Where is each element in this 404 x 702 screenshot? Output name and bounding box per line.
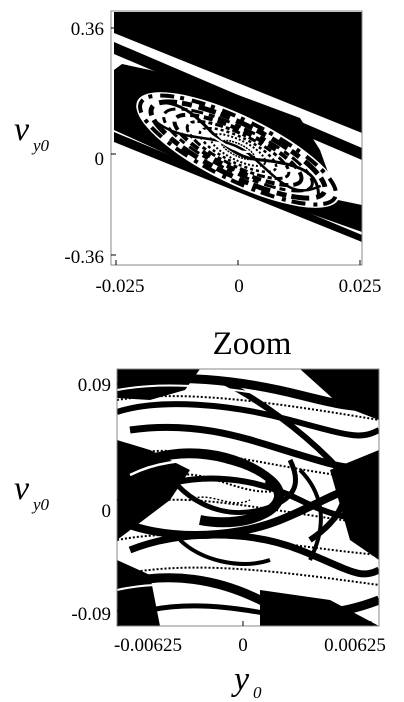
top-x-tick-label: 0.025 [339, 276, 382, 297]
bottom-x-axis-label-subscript: 0 [253, 683, 262, 702]
top-y-tick-label: -0.36 [64, 247, 104, 268]
top-tick-marks [111, 27, 361, 265]
top-x-tick-label: -0.025 [95, 276, 144, 297]
top-plot-frame [110, 10, 363, 266]
bottom-y-tick-label: -0.09 [71, 604, 111, 625]
top-x-tick-label: 0 [234, 276, 244, 297]
bottom-tick-marks [117, 383, 372, 626]
bottom-y-tick-label: 0 [102, 501, 112, 522]
bottom-panel: Zoom [14, 326, 386, 702]
zoom-title: Zoom [213, 326, 292, 362]
bottom-x-tick-label: 0.00625 [324, 635, 386, 656]
bottom-x-tick-label: -0.00625 [114, 635, 182, 656]
bottom-x-tick-label: 0 [238, 635, 248, 656]
top-panel: 0.36 0 -0.36 -0.025 0 0.025 v y0 [14, 10, 382, 297]
bottom-plot-frame [116, 368, 380, 627]
bottom-y-axis-label: v [14, 470, 30, 507]
top-y-tick-label: 0 [95, 149, 105, 170]
top-basin-map [111, 11, 362, 265]
top-chaotic-region [136, 92, 340, 208]
top-y-axis-label: v [14, 111, 30, 148]
top-y-axis-label-subscript: y0 [31, 136, 50, 155]
bottom-y-axis-label-subscript: y0 [31, 495, 50, 514]
bottom-y-tick-label: 0.09 [78, 375, 111, 396]
bottom-basin-map [117, 369, 379, 626]
top-y-tick-label: 0.36 [71, 19, 104, 40]
bottom-x-axis-label: y [231, 661, 250, 698]
